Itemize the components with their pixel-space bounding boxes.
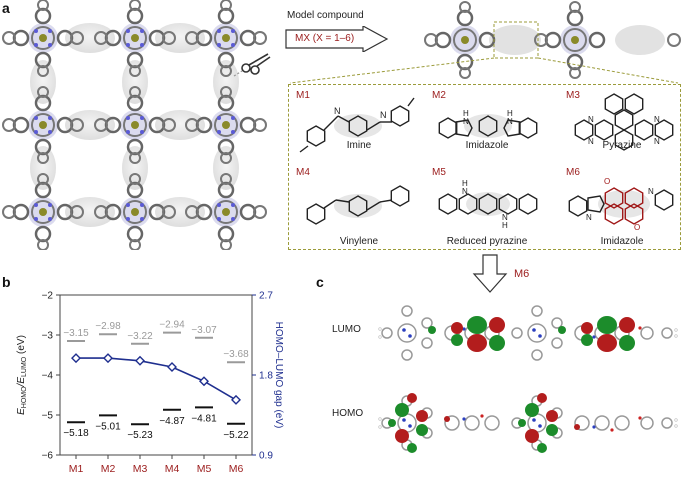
m3-n-4: N xyxy=(654,137,660,146)
arrow-label: MX (X = 1–6) xyxy=(295,33,355,44)
homo-label: −4.81 xyxy=(191,413,217,424)
panel-letter-c: c xyxy=(316,274,324,290)
m6-o-top: O xyxy=(604,177,610,186)
m5-structure: H N N H xyxy=(438,179,538,230)
m6-structure: O O N N xyxy=(568,177,674,232)
ylabel-left-main: E xyxy=(16,408,27,415)
model-compound-structure xyxy=(423,0,681,80)
category-label: M2 xyxy=(101,463,116,475)
lumo-lobes xyxy=(428,316,635,352)
ytick-left-label: −4 xyxy=(42,371,54,382)
zoom-lines xyxy=(289,57,679,84)
cof-lattice xyxy=(1,0,271,250)
ytick-left-label: −3 xyxy=(42,331,54,342)
m4-structure xyxy=(306,185,410,225)
m5-h-2: H xyxy=(502,221,508,230)
energy-level-chart: −2 −3 −4 −5 −6 2.7 1.8 0.9 M1 M2 M3 M4 M5 M6 −3.15 −2.9… xyxy=(16,291,284,476)
ylabel-left-sub1: HOMO xyxy=(21,386,28,408)
model-id-m1: M1 xyxy=(296,90,310,101)
model-name-m1: Imine xyxy=(346,140,372,151)
homo-label: −5.18 xyxy=(63,428,89,439)
gap-point xyxy=(167,362,177,372)
homo-label: HOMO xyxy=(332,408,364,419)
lumo-label: −3.15 xyxy=(63,328,89,339)
ylabel-right: HOMO–LUMO gap (eV) xyxy=(273,322,284,429)
m1-n-atom-right: N xyxy=(380,110,387,120)
gap-point xyxy=(231,394,241,405)
ytick-right-label: 1.8 xyxy=(259,371,273,382)
gap-line xyxy=(76,357,237,401)
ytick-left-label: −2 xyxy=(42,291,54,302)
category-label: M6 xyxy=(229,463,244,475)
m3-n-2: N xyxy=(588,137,594,146)
model-id-m5: M5 xyxy=(432,167,446,178)
m2-n-right: N xyxy=(507,117,513,126)
category-label: M3 xyxy=(133,463,148,475)
ytick-right-label: 0.9 xyxy=(259,451,273,462)
m6-o-bottom: O xyxy=(634,223,640,232)
lumo-label: LUMO xyxy=(332,324,361,335)
lumo-label: −3.68 xyxy=(223,349,249,360)
scissors-icon xyxy=(233,53,271,77)
ytick-left-label: −5 xyxy=(42,411,54,422)
down-arrow-label: M6 xyxy=(514,268,530,280)
model-arrow xyxy=(285,26,389,52)
m3-structure: N N N N xyxy=(574,93,674,151)
ylabel-left: EHOMO/ELUMO (eV) xyxy=(16,335,28,415)
m3-n-1: N xyxy=(588,115,594,124)
model-name-m4: Vinylene xyxy=(339,236,379,247)
model-name-m6: Imidazole xyxy=(600,236,644,247)
m5-h-1: H xyxy=(462,179,468,188)
m2-n-left: N xyxy=(463,117,469,126)
panel-letter-a: a xyxy=(2,0,10,16)
ylabel-left-unit: (eV) xyxy=(16,335,27,357)
category-label: M5 xyxy=(197,463,212,475)
model-id-m4: M4 xyxy=(296,167,310,178)
lumo-label: −3.22 xyxy=(127,331,153,342)
model-name-m3: Pyrazine xyxy=(602,140,642,151)
arrow-title: Model compound xyxy=(287,10,364,21)
model-name-m2: Imidazole xyxy=(465,140,509,151)
ylabel-left-sub2: LUMO xyxy=(21,356,28,377)
down-arrow xyxy=(472,254,508,293)
model-name-m5: Reduced pyrazine xyxy=(446,236,528,247)
ytick-right-label: 2.7 xyxy=(259,291,273,302)
m1-structure: N N xyxy=(299,97,415,153)
lumo-label: −2.94 xyxy=(159,320,185,331)
homo-label: −5.22 xyxy=(223,430,249,441)
model-id-m3: M3 xyxy=(566,90,580,101)
m5-n-2: N xyxy=(502,213,508,222)
gap-point xyxy=(135,355,145,366)
m6-n-right: N xyxy=(648,187,654,196)
m3-n-3: N xyxy=(654,115,660,124)
ytick-left-label: −6 xyxy=(42,451,54,462)
category-label: M1 xyxy=(69,463,84,475)
homo-lobes xyxy=(388,393,580,453)
m2-h-left: H xyxy=(463,109,469,118)
homo-label: −5.01 xyxy=(95,421,121,432)
m2-h-right: H xyxy=(507,109,513,118)
m5-n-1: N xyxy=(462,187,468,196)
homo-label: −4.87 xyxy=(159,416,185,427)
panel-letter-b: b xyxy=(2,274,11,290)
m2-structure: H N H N xyxy=(438,109,538,139)
lumo-label: −3.07 xyxy=(191,325,217,336)
m1-n-atom-left: N xyxy=(334,106,341,116)
category-label: M4 xyxy=(165,463,180,475)
model-structures-box xyxy=(288,84,681,250)
gap-point xyxy=(71,353,81,364)
gap-point xyxy=(199,376,209,387)
model-id-m2: M2 xyxy=(432,90,446,101)
lumo-label: −2.98 xyxy=(95,321,121,332)
ylabel-left-mid: /E xyxy=(16,377,27,388)
model-id-m6: M6 xyxy=(566,167,580,178)
homo-label: −5.23 xyxy=(127,430,153,441)
orbital-visualization xyxy=(377,305,679,453)
gap-point xyxy=(103,353,113,364)
molecule-drawings: N N H N H N N N N N xyxy=(299,93,674,232)
m6-n-left: N xyxy=(586,213,592,222)
